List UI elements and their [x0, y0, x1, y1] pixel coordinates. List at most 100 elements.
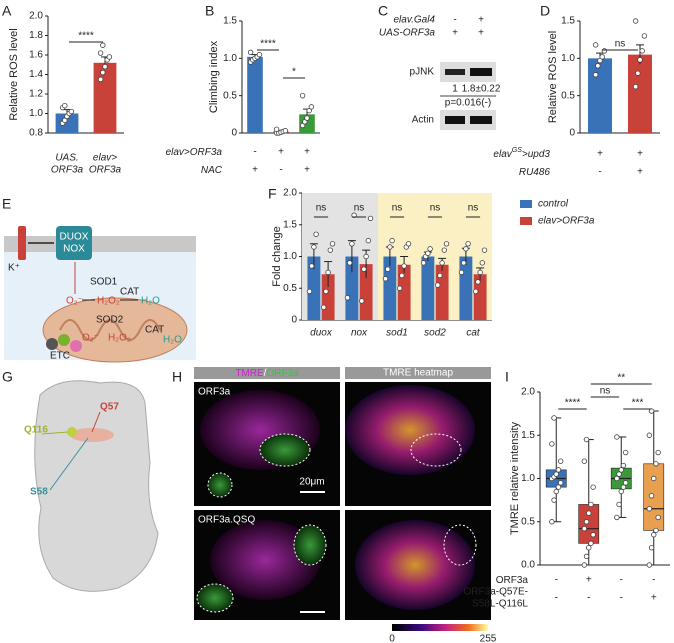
- significance: ***: [632, 398, 644, 409]
- data-point: [299, 92, 306, 99]
- y-tick-label: 1.6: [29, 50, 43, 61]
- data-point: [592, 42, 599, 48]
- blot-mark: +: [478, 28, 484, 39]
- condition-label-part: RU486: [519, 167, 551, 178]
- data-point: [97, 76, 104, 83]
- data-point: [308, 104, 315, 110]
- enzyme-label: SOD1: [90, 277, 118, 288]
- legend-swatch: [520, 217, 532, 225]
- cell: [196, 583, 234, 613]
- data-point: [273, 126, 280, 132]
- data-point: [62, 102, 68, 109]
- condition-label-part: elav: [493, 149, 512, 160]
- data-point: [651, 475, 657, 482]
- box: [578, 504, 600, 544]
- data-point: [551, 415, 557, 421]
- y-axis-label: TMRE relative intensity: [509, 421, 521, 535]
- y-tick-label: 2.0: [29, 11, 43, 22]
- bar: [299, 114, 315, 133]
- molecule: O₂⁻: [82, 333, 99, 344]
- data-point: [601, 48, 608, 54]
- data-point: [632, 18, 639, 24]
- data-point: [646, 506, 653, 512]
- significance: ****: [565, 398, 581, 409]
- condition-mark: +: [304, 147, 310, 158]
- y-axis-label: Relative ROS level: [8, 28, 20, 120]
- channel: [18, 226, 26, 260]
- band: [445, 116, 465, 124]
- y-tick-label: 0: [291, 315, 297, 326]
- condition-mark: +: [278, 147, 284, 158]
- data-point: [622, 449, 629, 456]
- data-point: [549, 519, 555, 525]
- data-point: [102, 63, 108, 70]
- x-tick-label: sod2: [424, 328, 446, 339]
- header-bar: [194, 367, 340, 379]
- data-point: [384, 266, 391, 272]
- condition-label-part: GS: [512, 147, 522, 154]
- data-point: [458, 269, 465, 276]
- condition-label-part: NAC: [201, 165, 223, 176]
- row-label: ORF3a.QSQ: [198, 515, 255, 526]
- y-tick-label: 0.5: [521, 516, 535, 527]
- condition-label: NAC: [201, 165, 223, 176]
- bar: [55, 113, 79, 133]
- panel-label: I: [505, 369, 509, 385]
- panel-label: F: [268, 186, 277, 202]
- y-tick-label: 1.8: [29, 30, 43, 41]
- y-tick-label: 1.5: [223, 16, 237, 27]
- data-point: [651, 532, 657, 538]
- colorbar-label: 255: [480, 634, 497, 643]
- data-point: [100, 42, 106, 48]
- y-tick-label: 0.5: [283, 283, 297, 294]
- legend-swatch: [520, 200, 532, 208]
- data-point: [329, 241, 336, 247]
- data-point: [583, 519, 590, 525]
- scale-label: 20μm: [299, 477, 324, 488]
- data-point: [586, 545, 592, 551]
- data-point: [427, 246, 433, 252]
- y-tick-label: 1.5: [283, 219, 297, 230]
- data-point: [399, 272, 405, 279]
- data-point: [397, 285, 403, 291]
- data-point: [599, 54, 605, 60]
- data-point: [62, 117, 68, 124]
- data-point: [443, 241, 450, 247]
- bar: [435, 264, 449, 320]
- data-point: [641, 33, 648, 39]
- panel-label: G: [2, 369, 13, 385]
- panel-label: E: [2, 196, 11, 212]
- header-bar: [345, 367, 491, 379]
- data-point: [463, 246, 469, 252]
- band: [445, 69, 465, 75]
- y-axis-label: Relative ROS level: [547, 31, 559, 123]
- cell: [355, 520, 475, 610]
- data-point: [590, 532, 596, 538]
- data-point: [646, 432, 653, 438]
- cell: [210, 520, 320, 600]
- data-point: [308, 263, 315, 269]
- data-point: [382, 276, 389, 282]
- data-point: [359, 298, 365, 304]
- x-tick-label: duox: [310, 328, 333, 339]
- x-tick-label: cat: [466, 328, 481, 339]
- significance: ns: [430, 203, 441, 214]
- data-point: [256, 51, 263, 58]
- ratio: 1: [452, 84, 458, 95]
- residue-label: Q116: [24, 425, 48, 436]
- image-header: TMRE/ORF3a: [235, 368, 299, 379]
- data-point: [361, 266, 367, 272]
- cell: [293, 524, 327, 566]
- data-point: [351, 212, 357, 218]
- etc-complex: [58, 334, 70, 346]
- data-point: [481, 247, 488, 253]
- y-axis-label: Climbing index: [208, 40, 220, 113]
- y-tick-label: 0.5: [561, 90, 575, 101]
- data-point: [475, 279, 481, 285]
- bar: [588, 58, 612, 134]
- cell: [443, 524, 477, 566]
- colorbar: [392, 624, 488, 631]
- data-point: [363, 253, 369, 260]
- data-point: [313, 231, 319, 237]
